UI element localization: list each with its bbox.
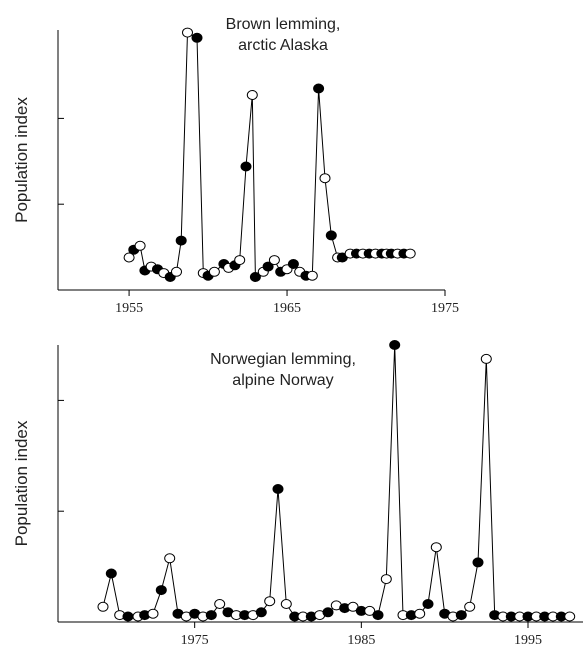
chart-title-line-2: arctic Alaska [238, 37, 328, 54]
point-open-31 [306, 270, 318, 281]
point-open-47 [404, 248, 416, 259]
point-open-21 [246, 90, 258, 100]
point-open-33 [319, 173, 331, 184]
point-filled-34 [372, 610, 384, 621]
point-filled-22 [272, 484, 284, 494]
point-filled-40 [422, 599, 434, 609]
point-filled-32 [313, 83, 325, 94]
point-filled-14 [205, 610, 217, 621]
point-open-9 [164, 553, 176, 564]
chart-title-line-1: Brown lemming, [226, 16, 341, 33]
chart-title-line-1: Norwegian lemming, [210, 351, 356, 368]
x-tick-label-1955: 1955 [115, 301, 143, 316]
point-open-41 [430, 542, 442, 553]
point-open-47 [480, 353, 492, 364]
point-open-15 [208, 266, 220, 277]
panel-1: 1955 1965 1975 Population index Brown lemmin… [12, 16, 459, 316]
point-open-15 [214, 599, 226, 609]
point-filled-24 [262, 261, 274, 272]
point-open-31 [347, 601, 359, 612]
point-filled-46 [472, 557, 484, 568]
series-line [102, 344, 570, 618]
x-tick-label-1975: 1975 [431, 301, 459, 316]
point-filled-34 [325, 230, 337, 241]
point-filled-20 [255, 607, 267, 618]
point-open-11 [182, 27, 193, 38]
point-filled-28 [287, 259, 299, 269]
point-open-3 [134, 240, 146, 251]
point-open-35 [380, 574, 392, 585]
point-open-19 [234, 255, 246, 266]
point-filled-10 [175, 235, 187, 246]
y-axis-label: Population index [12, 420, 31, 546]
point-open-45 [464, 601, 476, 612]
point-open-1 [123, 252, 135, 263]
point-filled-22 [249, 272, 261, 282]
series-line [128, 31, 411, 278]
point-open-21 [264, 596, 276, 607]
point-filled-36 [389, 340, 401, 350]
point-open-33 [364, 605, 376, 616]
point-open-23 [280, 599, 292, 609]
x-tick-label-1995: 1995 [514, 633, 542, 648]
point-filled-28 [322, 607, 334, 618]
point-open-7 [147, 608, 159, 619]
chart-title-line-2: alpine Norway [232, 372, 333, 389]
point-filled-8 [155, 585, 167, 596]
x-tick-label-1965: 1965 [273, 301, 301, 316]
point-open-39 [414, 608, 426, 619]
point-filled-2 [105, 568, 117, 579]
panel-2: 1975 1985 1995 Population index Norwegian le… [12, 340, 583, 648]
point-open-25 [268, 255, 280, 266]
point-filled-12 [191, 32, 203, 43]
point-filled-4 [122, 611, 134, 622]
point-filled-44 [455, 610, 467, 621]
point-open-1 [97, 601, 109, 612]
point-open-9 [171, 266, 182, 277]
x-tick-label-1975: 1975 [181, 633, 209, 648]
y-axis-label: Population index [12, 97, 31, 223]
point-filled-20 [240, 161, 252, 172]
point-open-57 [564, 611, 576, 622]
x-tick-label-1985: 1985 [347, 633, 375, 648]
